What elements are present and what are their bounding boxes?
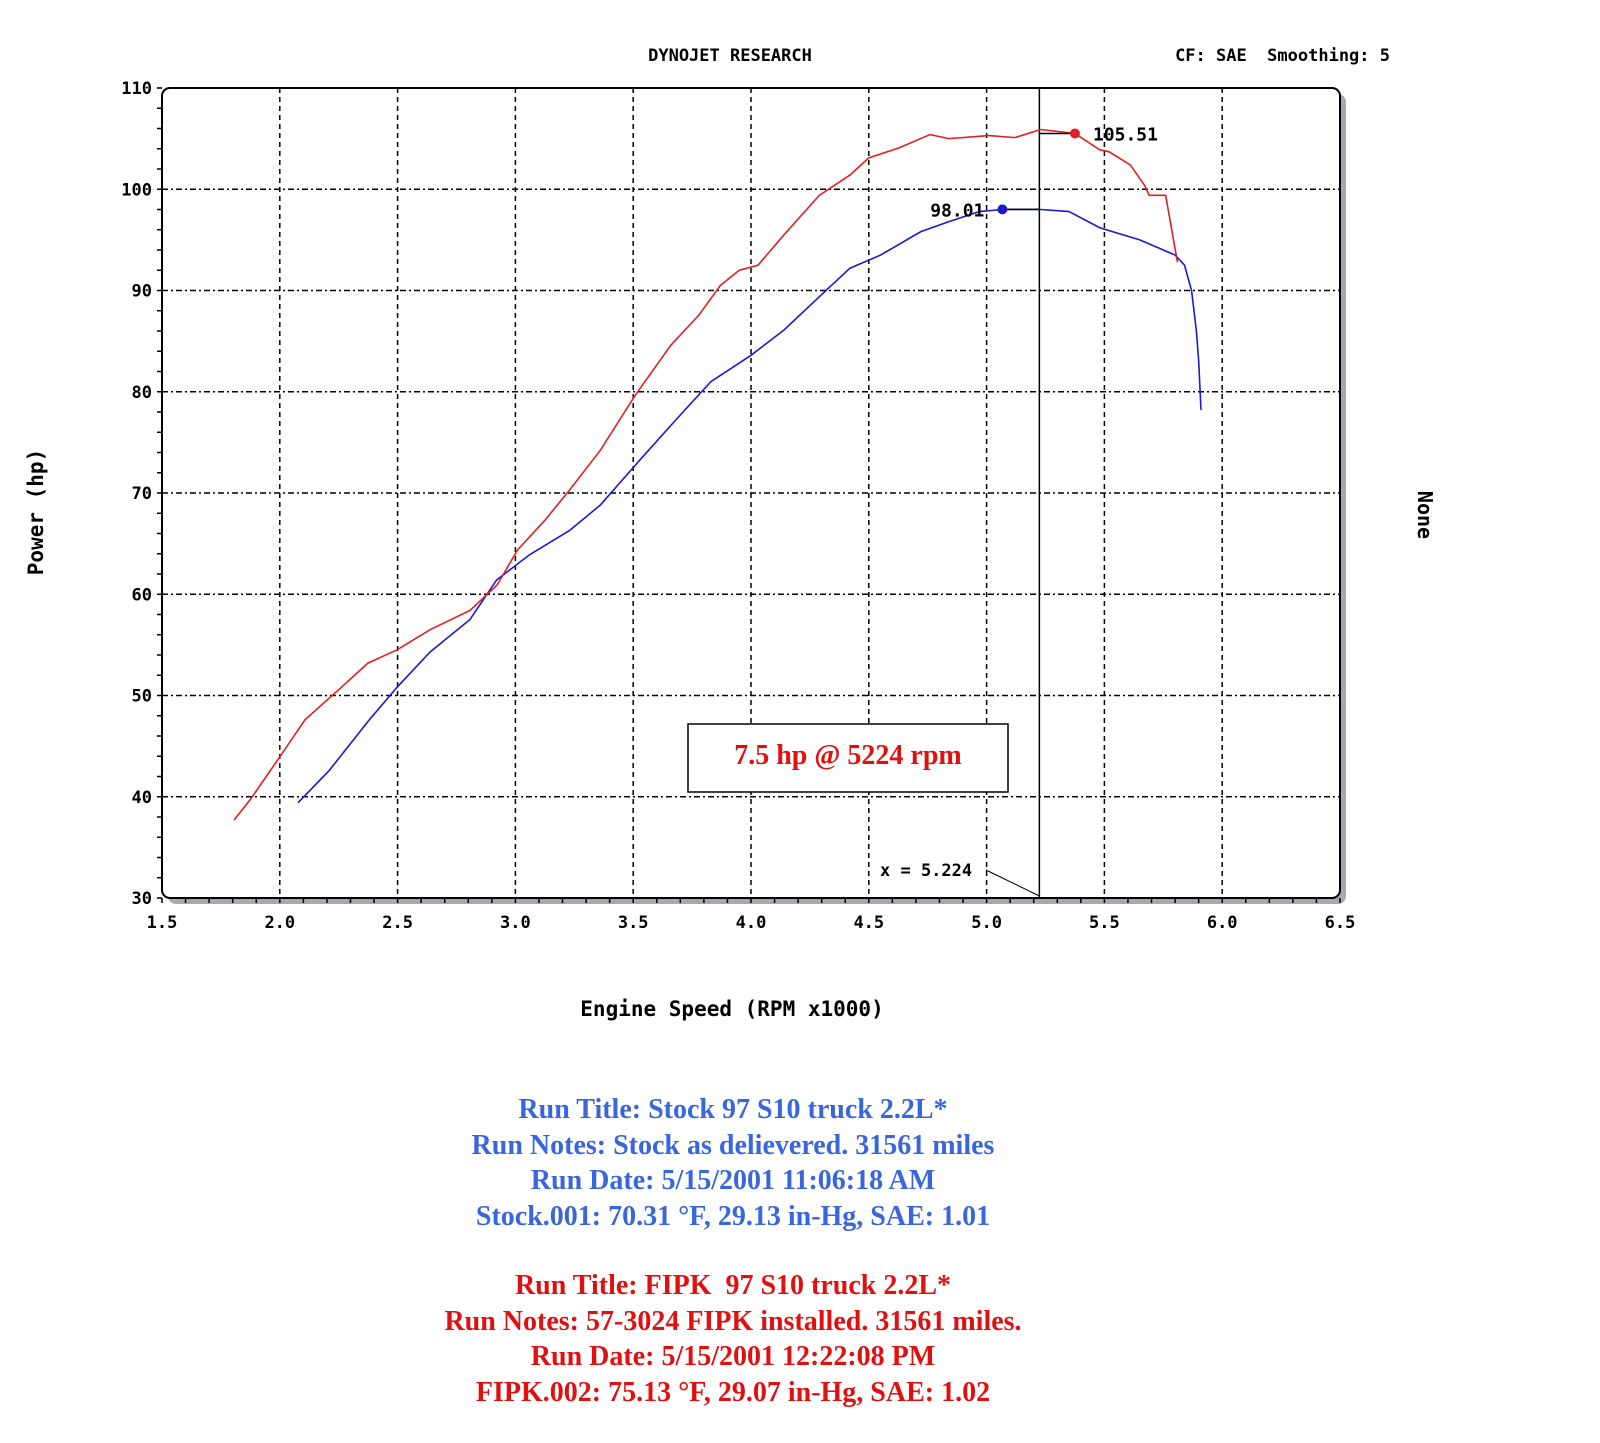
y-tick-label: 100 xyxy=(121,180,152,200)
x-tick-label: 2.5 xyxy=(382,913,413,933)
x-tick-label: 3.0 xyxy=(500,913,531,933)
y-tick-label: 50 xyxy=(132,687,152,707)
right-axis-label: None xyxy=(1413,491,1437,539)
run-line: Run Date: 5/15/2001 12:22:08 PM xyxy=(530,1341,936,1372)
x-tick-label: 4.5 xyxy=(853,913,884,933)
x-tick-label: 5.5 xyxy=(1089,913,1120,933)
peak-label-fipk: 105.51 xyxy=(1093,124,1158,145)
annotation-text: 7.5 hp @ 5224 rpm xyxy=(734,740,962,771)
x-tick-label: 3.5 xyxy=(618,913,649,933)
x-tick-label: 6.0 xyxy=(1207,913,1238,933)
series-line-fipk xyxy=(233,128,1179,821)
x-tick-label: 1.5 xyxy=(147,913,178,933)
peak-label-stock: 98.01 xyxy=(930,200,984,221)
x-tick-label: 5.0 xyxy=(971,913,1002,933)
run-line: Run Notes: Stock as delievered. 31561 mi… xyxy=(471,1129,995,1161)
y-tick-label: 80 xyxy=(132,383,152,403)
x-tick-label: 6.5 xyxy=(1325,913,1356,933)
x-tick-label: 4.0 xyxy=(736,913,767,933)
y-tick-label: 90 xyxy=(132,282,152,302)
cursor-label: x = 5.224 xyxy=(880,861,972,881)
cursor-label-leader xyxy=(985,869,1040,897)
run-line: Run Date: 5/15/2001 11:06:18 AM xyxy=(530,1165,936,1196)
x-axis-label: Engine Speed (RPM x1000) xyxy=(580,997,883,1021)
y-tick-label: 70 xyxy=(132,484,152,504)
run-line: FIPK.002: 75.13 °F, 29.07 in-Hg, SAE: 1.… xyxy=(475,1376,991,1408)
run-notes-fipk: Run Title: FIPK 97 S10 truck 2.2L* Run N… xyxy=(0,1268,1466,1410)
series-line-stock xyxy=(297,208,1202,804)
run-line: Stock.001: 70.31 °F, 29.13 in-Hg, SAE: 1… xyxy=(475,1200,991,1232)
run-line: Run Notes: 57-3024 FIPK installed. 31561… xyxy=(444,1305,1022,1337)
run-line: Run Title: FIPK 97 S10 truck 2.2L* xyxy=(514,1270,952,1301)
chart-title: DYNOJET RESEARCH xyxy=(648,46,812,66)
y-tick-label: 40 xyxy=(132,788,152,808)
run-line: Run Title: Stock 97 S10 truck 2.2L* xyxy=(518,1094,948,1125)
y-axis-label: Power (hp) xyxy=(24,449,48,575)
y-tick-label: 60 xyxy=(132,585,152,605)
peak-marker-fipk xyxy=(1069,128,1080,139)
run-notes-stock: Run Title: Stock 97 S10 truck 2.2L* Run … xyxy=(0,1092,1466,1234)
peak-marker-stock xyxy=(997,204,1008,215)
y-tick-label: 30 xyxy=(132,889,152,909)
x-tick-label: 2.0 xyxy=(264,913,295,933)
settings-label: CF: SAE Smoothing: 5 xyxy=(1175,46,1390,66)
annotation-box xyxy=(687,723,1009,793)
y-tick-label: 110 xyxy=(121,79,152,99)
dyno-chart: DYNOJET RESEARCH CF: SAE Smoothing: 5 No… xyxy=(24,46,1437,1021)
